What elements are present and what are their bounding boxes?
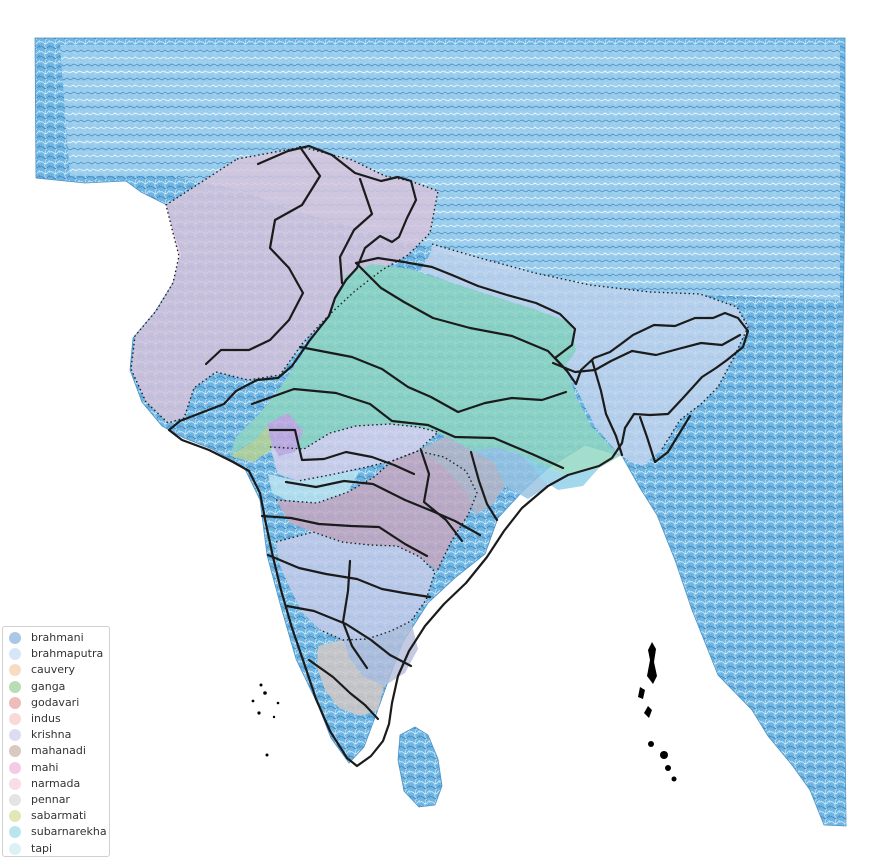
legend-swatch-tapi — [9, 842, 21, 855]
legend-item-narmada: narmada — [9, 776, 103, 792]
mahi-basin — [267, 413, 303, 456]
legend-label-ganga: ganga — [31, 679, 66, 693]
legend-label-tapi: tapi — [31, 841, 53, 855]
ganga-basin — [230, 264, 620, 475]
legend-item-brahmaputra: brahmaputra — [9, 646, 103, 662]
legend-swatch-indus — [9, 713, 21, 726]
legend-swatch-mahanadi — [9, 745, 21, 758]
legend-item-sabarmati: sabarmati — [9, 808, 103, 824]
legend-label-pennar: pennar — [31, 792, 70, 806]
legend-swatch-krishna — [9, 729, 21, 742]
indus-basin — [131, 147, 438, 423]
krishna-basin — [276, 532, 435, 640]
legend-swatch-pennar — [9, 793, 21, 806]
legend-item-mahi: mahi — [9, 760, 103, 776]
legend-swatch-narmada — [9, 777, 21, 790]
legend-item-krishna: krishna — [9, 727, 103, 743]
india-borders — [167, 144, 750, 768]
legend-swatch-godavari — [9, 696, 21, 709]
legend-swatch-subarnarekha — [9, 826, 21, 839]
legend-swatch-cauvery — [9, 664, 21, 677]
legend-label-indus: indus — [31, 712, 61, 726]
brahmaputra-basin — [420, 244, 748, 466]
legend-swatch-mahi — [9, 761, 21, 774]
legend-swatch-ganga — [9, 680, 21, 693]
legend-item-subarnarekha: subarnarekha — [9, 824, 107, 840]
legend-label-brahmaputra: brahmaputra — [31, 647, 104, 661]
legend-swatch-brahmani — [9, 632, 21, 645]
legend-item-mahanadi: mahanadi — [9, 743, 103, 759]
dotted-outlines — [130, 146, 749, 641]
legend-swatch-brahmaputra — [9, 648, 21, 661]
legend-label-mahanadi: mahanadi — [31, 744, 86, 758]
legend-label-narmada: narmada — [31, 776, 81, 790]
legend-label-godavari: godavari — [31, 695, 80, 709]
legend-label-subarnarekha: subarnarekha — [31, 825, 107, 839]
legend-item-pennar: pennar — [9, 792, 103, 808]
legend-label-mahi: mahi — [31, 760, 59, 774]
lakshadweep-islands — [251, 683, 280, 757]
legend-item-tapi: tapi — [9, 840, 103, 856]
subarnarekha-basin — [520, 454, 599, 490]
cauvery-basin — [317, 640, 384, 716]
legend-swatch-sabarmati — [9, 810, 21, 823]
sabarmati-basin — [230, 423, 278, 462]
andaman-nicobar-islands — [638, 642, 677, 782]
legend-label-brahmani: brahmani — [31, 631, 84, 645]
legend-item-cauvery: cauvery — [9, 662, 103, 678]
legend-item-indus: indus — [9, 711, 103, 727]
pennar-basin — [343, 621, 418, 686]
basin-legend: brahmani brahmaputra cauvery ganga godavari i… — [2, 626, 110, 857]
legend-item-brahmani: brahmani — [9, 630, 103, 646]
legend-label-sabarmati: sabarmati — [31, 809, 87, 823]
legend-item-ganga: ganga — [9, 679, 103, 695]
legend-item-godavari: godavari — [9, 695, 103, 711]
legend-label-cauvery: cauvery — [31, 663, 76, 677]
legend-label-krishna: krishna — [31, 728, 72, 742]
